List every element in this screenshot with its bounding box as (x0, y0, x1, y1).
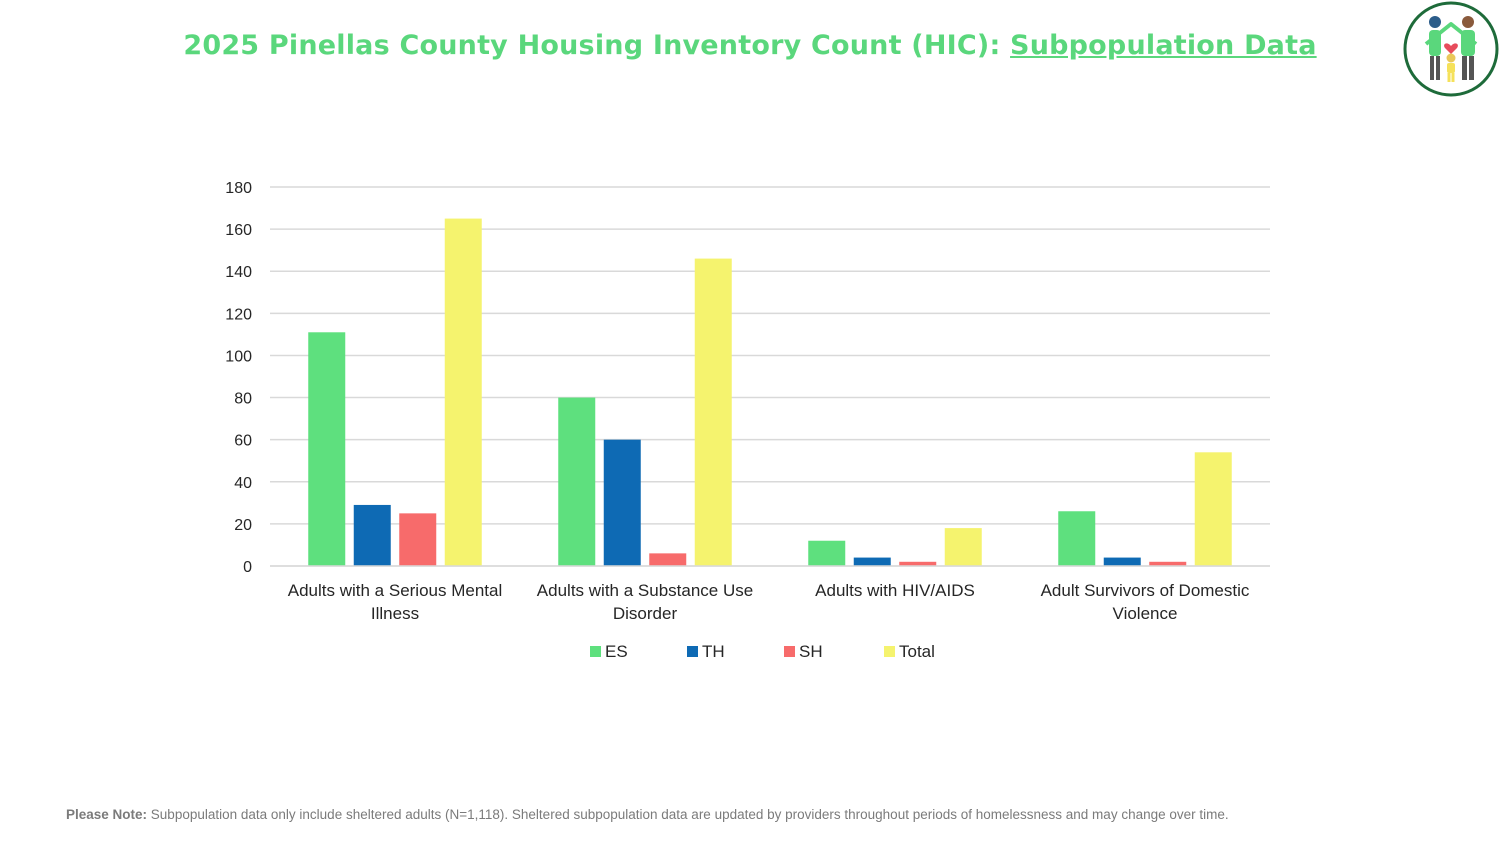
title-main: 2025 Pinellas County Housing Inventory C… (183, 30, 1011, 61)
y-tick-label: 40 (234, 475, 252, 492)
x-tick-label: Adult Survivors of Domestic (1041, 581, 1250, 600)
y-tick-label: 0 (243, 559, 252, 576)
legend-label-es: ES (605, 642, 628, 661)
bar-es-2 (808, 540, 846, 566)
x-tick-label: Adults with a Serious Mental (288, 581, 503, 600)
page-title: 2025 Pinellas County Housing Inventory C… (0, 30, 1500, 61)
y-tick-label: 180 (225, 180, 252, 197)
footnote: Please Note: Subpopulation data only inc… (66, 807, 1229, 822)
bar-sh-0 (399, 513, 437, 566)
x-tick-label: Disorder (613, 604, 678, 623)
bar-es-3 (1058, 511, 1096, 566)
family-home-heart-icon (1403, 1, 1499, 97)
x-tick-label: Adults with a Substance Use (537, 581, 753, 600)
legend-swatch-sh (784, 646, 795, 657)
legend-swatch-th (687, 646, 698, 657)
bar-sh-2 (899, 561, 937, 566)
bar-total-2 (944, 528, 982, 566)
footnote-label: Please Note: (66, 807, 148, 822)
y-tick-label: 60 (234, 433, 252, 450)
bar-es-0 (308, 332, 346, 566)
footnote-text: Subpopulation data only include sheltere… (147, 807, 1229, 822)
legend-label-th: TH (702, 642, 725, 661)
y-tick-label: 160 (225, 222, 252, 239)
y-tick-label: 100 (225, 348, 252, 365)
bar-total-1 (694, 258, 732, 566)
legend-swatch-es (590, 646, 601, 657)
y-tick-label: 20 (234, 517, 252, 534)
title-underlined: Subpopulation Data (1010, 30, 1317, 61)
legend-label-sh: SH (799, 642, 823, 661)
legend-label-total: Total (899, 642, 935, 661)
y-tick-label: 120 (225, 306, 252, 323)
bar-th-2 (853, 557, 891, 566)
x-tick-label: Illness (371, 604, 419, 623)
legend-swatch-total (884, 646, 895, 657)
y-tick-label: 80 (234, 391, 252, 408)
bar-th-0 (353, 504, 391, 566)
y-tick-label: 140 (225, 264, 252, 281)
bar-th-1 (603, 439, 641, 566)
x-tick-label: Violence (1113, 604, 1178, 623)
x-tick-label: Adults with HIV/AIDS (815, 581, 975, 600)
bar-es-1 (558, 397, 596, 566)
bar-th-3 (1103, 557, 1141, 566)
bar-sh-3 (1149, 561, 1187, 566)
bar-total-0 (444, 218, 482, 567)
bar-total-3 (1194, 452, 1232, 566)
bar-sh-1 (649, 553, 687, 566)
